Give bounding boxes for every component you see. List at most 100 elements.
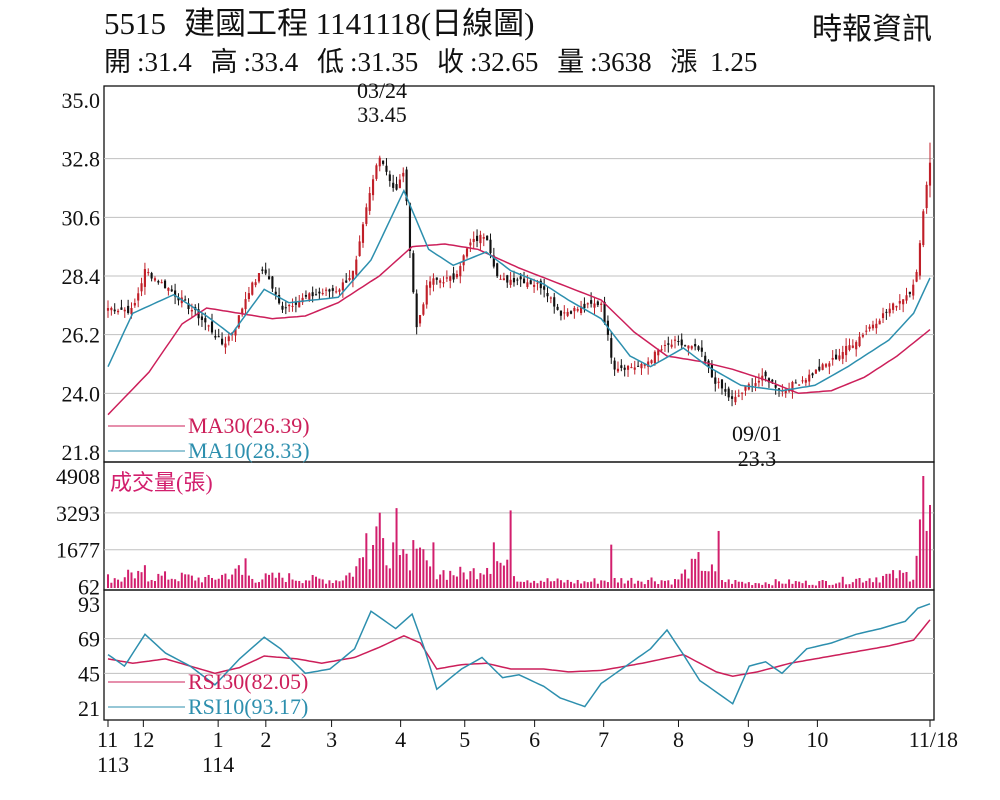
candle-body: [221, 338, 224, 345]
candle-body: [808, 374, 811, 382]
candle-body: [388, 174, 391, 181]
volume-bar: [425, 560, 428, 588]
volume-bar: [724, 582, 727, 588]
candle-body: [355, 259, 358, 275]
candle-body: [375, 165, 378, 179]
volume-bar: [278, 572, 281, 588]
candle-body: [382, 160, 385, 164]
volume-bar: [479, 573, 482, 588]
volume-bar: [247, 575, 250, 588]
candle-body: [660, 349, 663, 351]
candle-body: [167, 287, 170, 291]
volume-bar: [113, 578, 116, 588]
volume-bar: [633, 583, 636, 588]
candle-body: [160, 282, 163, 284]
rsi-tick-label: 93: [78, 592, 100, 617]
volume-bar: [261, 579, 264, 588]
candle-body: [301, 297, 304, 303]
volume-bar: [885, 573, 888, 588]
rsi-legend-text: RSI10(93.17): [188, 694, 308, 719]
volume-bar: [361, 557, 364, 588]
volume-bar: [908, 581, 911, 588]
volume-bar: [620, 578, 623, 588]
volume-bar: [627, 580, 630, 588]
x-year-label: 113: [97, 752, 129, 777]
volume-bar: [549, 581, 552, 588]
volume-bar: [486, 567, 489, 588]
candle-body: [684, 345, 687, 347]
candle-body: [130, 308, 133, 315]
candle-body: [133, 303, 136, 306]
volume-bar: [667, 580, 670, 588]
x-tick-label: 6: [529, 727, 540, 752]
candle-body: [717, 381, 720, 383]
candle-body: [573, 307, 576, 312]
candle-body: [774, 385, 777, 388]
candle-body: [502, 278, 505, 281]
volume-bar: [888, 573, 891, 588]
candle-body: [187, 303, 190, 310]
volume-bar: [234, 568, 237, 588]
volume-bar: [744, 583, 747, 588]
price-tick-label: 24.0: [62, 381, 101, 406]
volume-bar: [328, 580, 331, 588]
candle-body: [640, 363, 643, 369]
candle-body: [687, 345, 690, 349]
volume-bar: [110, 582, 113, 588]
candle-body: [412, 253, 415, 293]
candle-body: [331, 288, 334, 291]
candle-body: [730, 396, 734, 399]
candle-body: [563, 312, 566, 314]
candle-body: [626, 366, 630, 370]
candle-body: [432, 278, 435, 285]
volume-bar: [221, 574, 224, 588]
volume-bar: [821, 580, 824, 588]
candle-body: [190, 310, 193, 312]
source-label: 時報資訊: [812, 13, 932, 46]
volume-bar: [663, 580, 666, 588]
volume-bar: [315, 576, 318, 588]
volume-bar: [720, 580, 723, 588]
volume-bar: [784, 583, 787, 588]
candle-body: [915, 271, 918, 282]
volume-bar: [160, 575, 163, 588]
x-tick-label: 1: [213, 727, 224, 752]
volume-bar: [177, 581, 180, 588]
candle-body: [177, 297, 180, 301]
candle-body: [875, 323, 878, 329]
candle-body: [378, 157, 381, 167]
price-tick-label: 21.8: [62, 440, 101, 465]
candle-body: [368, 193, 371, 211]
candle-body: [398, 179, 401, 188]
candle-body: [831, 357, 834, 360]
volume-bar: [684, 569, 687, 588]
candle-body: [637, 365, 640, 367]
grid-lines: [104, 158, 934, 674]
volume-bar: [496, 561, 499, 588]
stock-code: 5515: [104, 6, 166, 41]
candle-body: [308, 293, 311, 300]
volume-bar: [905, 571, 908, 588]
volume-bar: [539, 580, 542, 588]
volume-bar: [824, 581, 827, 588]
candle-body: [439, 280, 442, 283]
candle-body: [569, 311, 573, 314]
volume-bar: [741, 581, 744, 588]
candle-body: [425, 285, 428, 305]
volume-bar: [657, 584, 660, 588]
candle-body: [445, 277, 448, 279]
volume-bar: [298, 580, 301, 588]
volume-bar: [207, 574, 210, 588]
volume-bar: [224, 573, 227, 588]
candle-body: [543, 286, 546, 290]
rsi10-line: [107, 603, 931, 708]
volume-bar: [465, 579, 468, 588]
annotation-date: 03/24: [357, 78, 407, 103]
volume-bar: [922, 476, 925, 588]
volume-bar: [788, 579, 791, 588]
volume-bar: [435, 579, 438, 588]
volume-bar: [405, 553, 408, 588]
volume-bar: [546, 578, 549, 588]
volume-bar: [570, 581, 572, 588]
candle-body: [583, 303, 586, 309]
